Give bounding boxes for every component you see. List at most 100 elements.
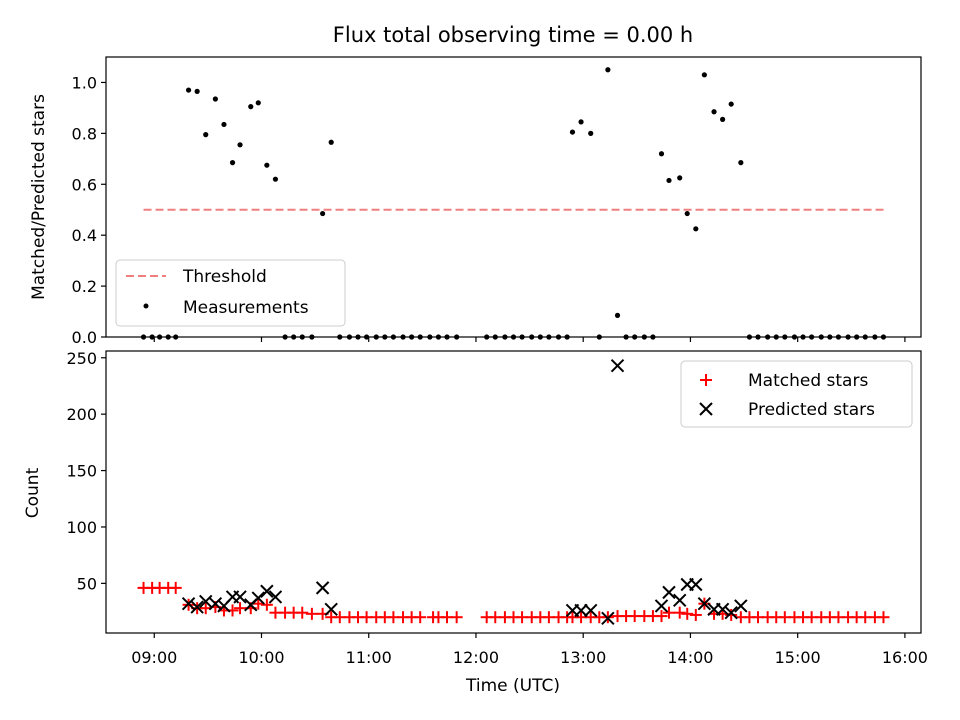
predicted-star-point [734,599,748,613]
predicted-star-point [654,599,669,613]
measurement-point [320,210,326,217]
y-tick-label: 0.6 [72,175,97,194]
predicted-star-point [181,596,196,611]
predicted-star-point [233,590,247,604]
predicted-star-point [574,603,588,618]
plot-frame [105,56,922,338]
measurement-point [255,100,261,106]
measurement-point [658,151,665,157]
matched-star-point [681,607,694,620]
measurement-point [738,160,744,166]
measurement-point [720,116,726,122]
matched-star-point [450,611,463,624]
y-tick-label: 50 [77,574,97,593]
predicted-star-point [724,605,738,620]
y-tick-label: 0.4 [72,226,97,245]
matched-star-point [662,606,675,619]
measurement-point [221,121,227,128]
top-y-axis-label: Matched/Predicted stars [29,94,49,300]
predicted-star-point [208,596,223,611]
measurement-point [264,162,270,168]
measurement-point [588,130,594,136]
legend-predicted-swatch [699,402,713,416]
x-tick-label: 10:00 [238,648,284,667]
measurement-point [328,139,334,145]
x-axis-label: Time (UTC) [465,676,560,696]
y-tick-label: 0.2 [72,277,97,296]
measurement-point [578,119,584,125]
bottom-legend: Matched stars Predicted stars [680,360,913,428]
plot-frame [105,350,922,634]
legend-measurements-label: Measurements [183,298,309,318]
predicted-star-point [601,611,615,626]
predicted-star-point [268,590,283,604]
measurement-point [677,175,683,181]
legend-matched-swatch [700,374,712,386]
predicted-star-point [610,358,625,373]
matched-star-point [252,597,265,610]
predicted-star-point [260,584,274,598]
measurement-point [666,177,672,184]
measurement-point [237,142,243,148]
matched-star-point [260,598,273,611]
measurement-point [203,132,209,138]
x-tick-label: 15:00 [775,648,821,667]
measurement-point [229,160,236,166]
predicted-star-point [190,600,204,614]
measurement-point [605,67,611,73]
measurement-point [693,226,699,232]
measurement-point [614,312,621,318]
bottom-axes: 50 100 150 200 250 09:00 10:00 11:00 12:00 13:00 1… [66,349,928,667]
legend-matched-label: Matched stars [748,371,868,391]
predicted-star-point [584,603,598,618]
measurement-point [194,88,200,94]
measurement-point [212,96,218,102]
legend-measurements-swatch [143,303,149,309]
y-tick-label: 0.8 [72,124,97,143]
predicted-star-point [315,581,330,595]
legend-threshold-label: Threshold [182,267,267,287]
matched-star-point [655,610,668,623]
measurement-point [711,109,717,115]
matched-star-point [673,606,686,619]
predicted-star-point [324,602,338,617]
matched-star-point [305,607,318,620]
bottom-plot-area [137,358,890,626]
matched-star-point [234,602,247,615]
chart-title: Flux total observing time = 0.00 h [333,23,693,47]
predicted-star-point [689,577,703,592]
legend-predicted-label: Predicted stars [748,400,875,420]
y-tick-label: 0.0 [72,328,97,347]
x-tick-label: 11:00 [346,648,392,667]
y-tick-label: 100 [66,518,97,537]
top-legend: Threshold Measurements [115,259,346,327]
predicted-star-point [697,596,712,611]
matched-star-point [296,606,309,619]
top-axes: 0.0 0.2 0.4 0.6 0.8 1.0 [72,56,922,347]
measurement-point [701,72,707,78]
predicted-star-point [715,602,730,617]
predicted-star-point [251,591,265,605]
x-tick-label: 09:00 [131,648,177,667]
y-tick-label: 200 [66,405,97,424]
y-tick-label: 1.0 [72,73,97,92]
matched-star-point [877,611,890,624]
y-tick-label: 250 [66,349,97,368]
measurement-point [684,210,690,217]
predicted-star-point [662,585,676,600]
measurement-point [248,104,254,110]
x-tick-label: 12:00 [453,648,499,667]
bottom-y-axis-label: Count [23,467,43,518]
x-tick-label: 13:00 [560,648,606,667]
matched-star-point [414,611,427,624]
measurement-point [185,87,192,93]
measurement-point [272,176,279,182]
measurement-point [728,101,734,107]
y-tick-label: 150 [66,462,97,481]
predicted-star-point [673,593,687,607]
measurement-point [569,129,576,135]
x-tick-label: 16:00 [882,648,928,667]
matched-star-point [689,608,702,621]
x-tick-label: 14:00 [667,648,713,667]
